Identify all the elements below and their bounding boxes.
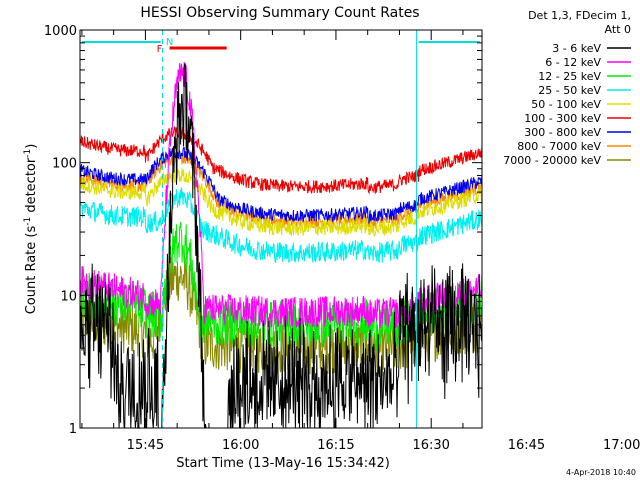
series-layer [79, 61, 483, 430]
xtick-label: 16:00 [222, 438, 259, 453]
legend-label-2: 12 - 25 keV [538, 70, 601, 83]
legend-header-1: Att 0 [605, 23, 631, 36]
xtick-label: 16:45 [508, 438, 545, 453]
ytick-label: 10 [60, 289, 77, 304]
series-line-5 [79, 126, 483, 195]
series-line-0 [79, 63, 483, 430]
xtick-label: 17:00 [603, 438, 640, 453]
ytick-label: 1000 [44, 24, 77, 39]
legend-header-0: Det 1,3, FDecim 1, [528, 9, 631, 22]
plot-frame [79, 29, 483, 429]
y-axis: 1 10 100 1000 [44, 24, 482, 437]
y-label-sup2: -1 [23, 149, 33, 158]
y-label-sup1: -1 [23, 217, 33, 226]
legend-label-8: 7000 - 20000 keV [503, 154, 601, 167]
legend-label-5: 100 - 300 keV [524, 112, 601, 125]
ytick-label: 100 [52, 157, 77, 172]
y-label-part1: Count Rate (s [24, 226, 39, 315]
flare-label: F [157, 44, 163, 55]
y-label-part2: detector [24, 157, 39, 217]
x-axis: 15:45 16:00 16:15 16:30 16:45 17:00 [81, 30, 640, 453]
y-label-part3: ) [24, 144, 39, 149]
legend-label-7: 800 - 7000 keV [517, 140, 601, 153]
series-line-6 [79, 147, 483, 225]
ytick-label: 1 [69, 422, 77, 437]
xtick-label: 16:15 [317, 438, 354, 453]
series-line-4 [79, 165, 483, 237]
series-line-1 [79, 61, 483, 328]
legend-label-1: 6 - 12 keV [545, 56, 601, 69]
xtick-label: 16:30 [412, 438, 449, 453]
legend-label-3: 25 - 50 keV [538, 84, 601, 97]
legend-label-6: 300 - 800 keV [524, 126, 601, 139]
legend-label-4: 50 - 100 keV [531, 98, 601, 111]
x-axis-label: Start Time (13-May-16 15:34:42) [176, 456, 390, 471]
timestamp: 4-Apr-2018 10:40 [566, 468, 636, 477]
y-axis-label: Count Rate (s-1 detector-1) [23, 144, 39, 315]
chart-title: HESSI Observing Summary Count Rates [140, 5, 419, 21]
xtick-label: 15:45 [127, 438, 164, 453]
series-line-3 [79, 187, 483, 264]
legend-label-0: 3 - 6 keV [552, 42, 601, 55]
night-label: N [166, 37, 173, 48]
